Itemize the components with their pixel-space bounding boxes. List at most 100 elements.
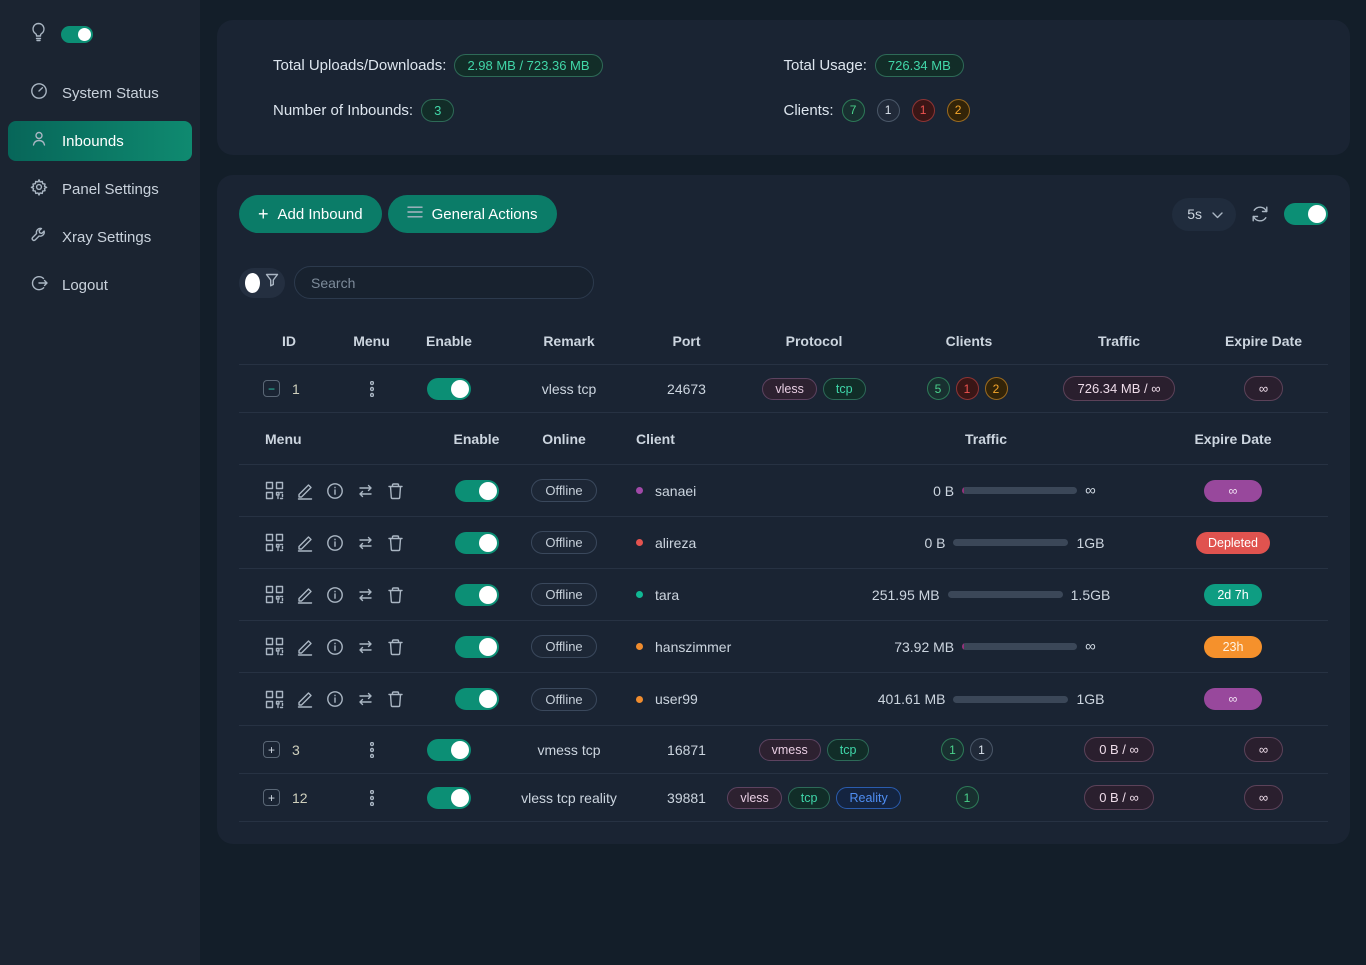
reset-traffic-icon[interactable] bbox=[356, 587, 375, 603]
refresh-interval-select[interactable]: 5s bbox=[1172, 197, 1236, 231]
edit-icon[interactable]: path{stroke:#aab6c3;fill:none;stroke-wid… bbox=[296, 482, 314, 500]
total-uploads-label: Total Uploads/Downloads: bbox=[273, 56, 447, 74]
client-expire-badge: Depleted bbox=[1195, 531, 1271, 554]
sidebar-item-label: Logout bbox=[62, 276, 108, 294]
clients-subtable: Menu Enable Online Client Traffic Expire… bbox=[239, 413, 1328, 726]
sidebar-item-inbounds[interactable]: Inbounds bbox=[8, 121, 192, 161]
total-usage-value: 726.34 MB bbox=[874, 53, 964, 77]
online-status-badge: Offline bbox=[531, 531, 597, 554]
delete-icon[interactable] bbox=[387, 586, 404, 604]
online-status-badge: Offline bbox=[531, 583, 597, 606]
inbounds-card: + Add Inbound General Actions 5s bbox=[217, 175, 1350, 844]
sidebar-nav: System Status Inbounds Panel Settings Xr… bbox=[0, 73, 200, 305]
info-icon[interactable] bbox=[326, 690, 344, 708]
filter-toggle[interactable] bbox=[239, 267, 285, 298]
client-traffic-limit: 1GB bbox=[1076, 691, 1105, 707]
collapse-row-button[interactable]: − bbox=[263, 380, 280, 397]
sidebar-item-logout[interactable]: Logout bbox=[8, 265, 192, 305]
sidebar: System Status Inbounds Panel Settings Xr… bbox=[0, 0, 200, 965]
inbound-row: + 3 vmess tcp 16871 vmess tcp 1 1 0 B / … bbox=[239, 726, 1328, 774]
auto-refresh-toggle[interactable] bbox=[1284, 203, 1328, 225]
client-count-badge: 2 bbox=[984, 377, 1008, 400]
row-menu-button[interactable] bbox=[339, 380, 404, 397]
expand-row-button[interactable]: + bbox=[263, 741, 280, 758]
qr-code-icon[interactable]: g{stroke:#aab6c3;fill:none;stroke-width:… bbox=[265, 481, 284, 500]
client-expire-badge: ∞ bbox=[1204, 479, 1262, 502]
reset-traffic-icon[interactable] bbox=[356, 691, 375, 707]
search-input[interactable] bbox=[294, 266, 594, 299]
info-icon[interactable] bbox=[326, 534, 344, 552]
edit-icon[interactable] bbox=[296, 534, 314, 552]
sidebar-item-label: Inbounds bbox=[62, 132, 124, 150]
client-enable-toggle[interactable] bbox=[454, 531, 499, 554]
qr-code-icon[interactable] bbox=[265, 690, 284, 709]
client-enable-toggle[interactable] bbox=[454, 635, 499, 658]
plus-icon: + bbox=[258, 204, 269, 224]
edit-icon[interactable] bbox=[296, 586, 314, 604]
row-menu-button[interactable] bbox=[339, 789, 404, 806]
add-inbound-button[interactable]: + Add Inbound bbox=[239, 195, 382, 233]
expand-row-button[interactable]: + bbox=[263, 789, 280, 806]
table-header: ID Menu Enable Remark Port Protocol Clie… bbox=[239, 317, 1328, 365]
qr-code-icon[interactable] bbox=[265, 533, 284, 552]
qr-code-icon[interactable] bbox=[265, 585, 284, 604]
client-row: Offline hanszimmer 73.92 MB ∞ 23h bbox=[239, 621, 1328, 673]
subtable-header: Menu Enable Online Client Traffic Expire… bbox=[239, 413, 1328, 465]
inbound-enable-toggle[interactable] bbox=[427, 786, 471, 809]
chevron-down-icon bbox=[1212, 206, 1223, 222]
delete-icon[interactable]: path{stroke:#aab6c3;fill:none;stroke-wid… bbox=[387, 482, 404, 500]
clients-label: Clients: bbox=[783, 101, 834, 119]
client-expire-badge: 2d 7h bbox=[1204, 583, 1262, 606]
client-traffic-limit: ∞ bbox=[1085, 638, 1096, 655]
reset-traffic-icon[interactable] bbox=[356, 639, 375, 655]
edit-icon[interactable] bbox=[296, 690, 314, 708]
general-actions-button[interactable]: General Actions bbox=[387, 195, 557, 233]
client-traffic-limit: 1GB bbox=[1076, 534, 1105, 551]
stats-card: Total Uploads/Downloads: 2.98 MB / 723.3… bbox=[217, 20, 1350, 155]
funnel-icon bbox=[265, 273, 279, 292]
row-menu-button[interactable] bbox=[339, 741, 404, 758]
edit-icon[interactable] bbox=[296, 638, 314, 656]
client-traffic-used: 251.95 MB bbox=[871, 586, 940, 603]
client-expire-badge: ∞ bbox=[1204, 688, 1262, 710]
info-icon[interactable] bbox=[326, 586, 344, 604]
sidebar-item-system-status[interactable]: System Status bbox=[8, 73, 192, 113]
info-icon[interactable]: circle,path{stroke:#aab6c3;fill:none;str… bbox=[326, 482, 344, 500]
online-status-badge: Offline bbox=[531, 687, 597, 711]
client-traffic-used: 401.61 MB bbox=[877, 691, 946, 707]
client-enable-toggle[interactable] bbox=[454, 479, 499, 502]
client-enable-toggle[interactable] bbox=[454, 688, 499, 710]
theme-toggle[interactable] bbox=[61, 26, 93, 43]
protocol-tag: tcp bbox=[822, 377, 866, 400]
refresh-button[interactable] bbox=[1250, 204, 1270, 224]
inbound-remark: vmess tcp bbox=[537, 741, 601, 758]
client-color-dot bbox=[636, 643, 643, 650]
client-count-badge: 1 bbox=[955, 377, 979, 400]
client-traffic-used: 0 B bbox=[933, 482, 955, 499]
client-enable-toggle[interactable] bbox=[454, 583, 499, 606]
client-name: tara bbox=[655, 586, 680, 603]
client-name: sanaei bbox=[655, 482, 697, 499]
search-row bbox=[239, 266, 1328, 299]
inbound-enable-toggle[interactable] bbox=[427, 738, 471, 761]
qr-code-icon[interactable] bbox=[265, 637, 284, 656]
person-icon bbox=[30, 130, 48, 152]
online-status-badge: Offline bbox=[531, 635, 597, 658]
info-icon[interactable] bbox=[326, 638, 344, 656]
inbound-remark: vless tcp bbox=[541, 380, 597, 397]
reset-traffic-icon[interactable]: path{stroke:#aab6c3;fill:none;stroke-wid… bbox=[356, 483, 375, 499]
reset-traffic-icon[interactable] bbox=[356, 535, 375, 551]
filter-toggle-knob bbox=[245, 272, 260, 293]
number-inbounds-label: Number of Inbounds: bbox=[273, 101, 414, 119]
inbound-enable-toggle[interactable] bbox=[427, 377, 471, 400]
client-color-dot bbox=[636, 487, 643, 494]
client-count-badge: 1 bbox=[941, 738, 964, 761]
sidebar-item-label: System Status bbox=[62, 84, 159, 102]
protocol-tag: vless bbox=[762, 377, 817, 400]
sidebar-item-xray-settings[interactable]: Xray Settings bbox=[8, 217, 192, 257]
delete-icon[interactable] bbox=[387, 638, 404, 656]
total-usage-label: Total Usage: bbox=[783, 56, 867, 74]
sidebar-item-panel-settings[interactable]: Panel Settings bbox=[8, 169, 192, 209]
delete-icon[interactable] bbox=[387, 690, 404, 708]
delete-icon[interactable] bbox=[387, 534, 404, 552]
